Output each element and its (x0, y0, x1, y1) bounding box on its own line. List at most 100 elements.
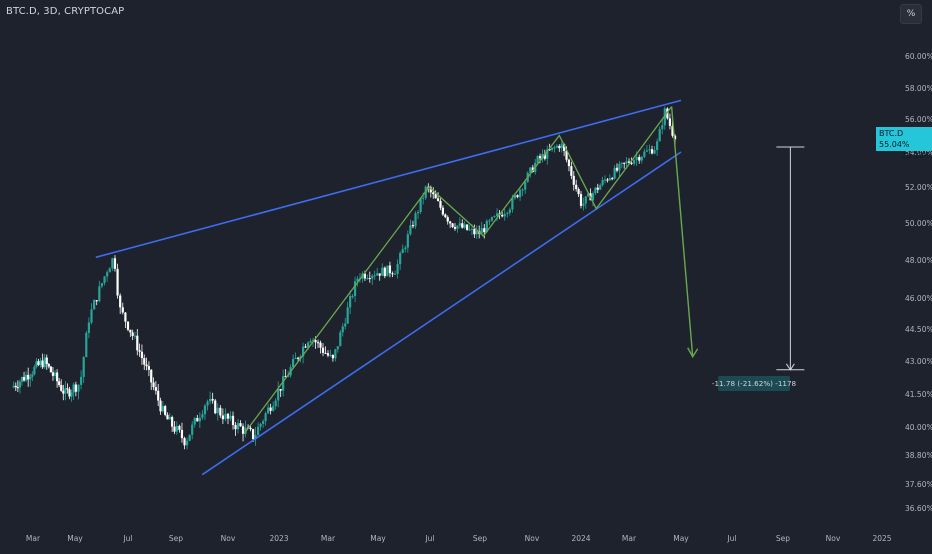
drawings-layer[interactable] (95, 99, 805, 476)
candle-body (432, 192, 435, 195)
candle-body (638, 157, 641, 161)
candle-body (85, 332, 88, 358)
candle (185, 437, 189, 450)
candle-body (368, 278, 371, 280)
candle-body (301, 346, 305, 357)
projection-arrow-line[interactable] (670, 106, 694, 357)
candle-body (650, 149, 654, 154)
projection-arrowhead[interactable] (687, 347, 699, 359)
candle-body (111, 258, 114, 269)
upper-trendline[interactable] (95, 99, 682, 259)
candle-body (27, 374, 30, 380)
candle (188, 434, 191, 442)
candle (411, 220, 415, 229)
candle (294, 352, 297, 360)
candle (582, 197, 585, 211)
candle (638, 154, 641, 164)
candle-body (381, 267, 384, 276)
candle (645, 145, 649, 153)
candle (85, 330, 88, 358)
percent-scale-button[interactable]: % (900, 4, 922, 24)
candle-body (166, 414, 169, 420)
candle-body (563, 144, 566, 151)
price-axis-tick-label: 38.80% (905, 451, 932, 460)
price-axis-tick-label: 44.50% (905, 325, 932, 334)
candle-body (277, 388, 280, 401)
time-axis-tick-label: Mar (321, 534, 336, 543)
lower-trendline[interactable] (201, 151, 682, 476)
candle-body (661, 125, 664, 130)
candle-body (95, 300, 98, 302)
candle-body (29, 376, 32, 380)
candle (219, 405, 222, 418)
candle (239, 420, 242, 427)
candle (191, 421, 194, 440)
candle (558, 144, 561, 152)
candle-body (488, 220, 491, 222)
candle (131, 329, 134, 341)
candle-body (193, 417, 196, 425)
candle (234, 421, 237, 436)
candle-body (485, 220, 488, 233)
candle-body (51, 372, 55, 376)
candle-body (178, 425, 181, 430)
candle-body (74, 384, 77, 392)
candle-body (145, 364, 148, 367)
candle-body (373, 275, 376, 277)
candle (560, 139, 563, 153)
time-axis[interactable]: Mar May Jul Sep Nov 2023 Mar May Jul Sep Nov 2024 Ma… (26, 534, 892, 543)
candle-body (416, 211, 420, 214)
candle (98, 280, 101, 303)
price-axis-tick-label: 46.00% (905, 294, 932, 303)
candle-body (147, 366, 151, 370)
candle (344, 317, 347, 330)
price-axis-tick-label: 37.60% (905, 480, 932, 489)
candle (577, 187, 580, 197)
zigzag-pattern-line[interactable] (243, 106, 673, 435)
candle (463, 221, 466, 230)
price-axis-tick-label: 52.00% (905, 183, 932, 192)
candle (284, 369, 287, 378)
candle-body (587, 193, 590, 197)
candle (339, 329, 342, 347)
candle-body (538, 156, 542, 159)
candle-body (319, 342, 322, 348)
candle-body (221, 415, 224, 420)
candle-body (441, 207, 445, 215)
measure-label[interactable]: -11.78 (-21.62%) -1178 (712, 376, 796, 391)
time-axis-tick-label: Nov (826, 534, 841, 543)
candle (116, 263, 119, 299)
candle-body (579, 194, 583, 206)
last-price-tag: BTC.D 55.04% 2d 20h (876, 127, 932, 160)
candle (446, 215, 449, 225)
candle (18, 379, 22, 394)
candle (393, 270, 397, 275)
candle-body (419, 198, 422, 212)
candle (349, 290, 352, 315)
candle-body (414, 213, 417, 227)
candle-body (493, 216, 496, 218)
candle (25, 371, 28, 382)
symbol-title[interactable]: BTC.D, 3D, CRYPTOCAP (6, 6, 125, 17)
candle (143, 354, 146, 370)
price-axis[interactable]: 60.00% 58.00% 56.00% 54.00% 52.00% 50.00% 48.0… (905, 52, 932, 513)
candle-body (274, 400, 277, 407)
candle-body (201, 414, 204, 418)
candle-body (436, 198, 440, 201)
candle-body (378, 273, 381, 276)
candle (575, 179, 578, 192)
candle-body (409, 225, 412, 235)
candle-body (62, 390, 65, 394)
candle-body (282, 376, 285, 391)
candle-body (121, 307, 124, 313)
candle (262, 419, 265, 428)
candle (506, 211, 509, 218)
candle-body (391, 273, 394, 275)
candle-body (100, 283, 104, 287)
candle-body (267, 407, 270, 414)
candle-body (363, 273, 366, 279)
measure-arrowhead[interactable] (785, 363, 795, 371)
candle-body (79, 376, 83, 385)
